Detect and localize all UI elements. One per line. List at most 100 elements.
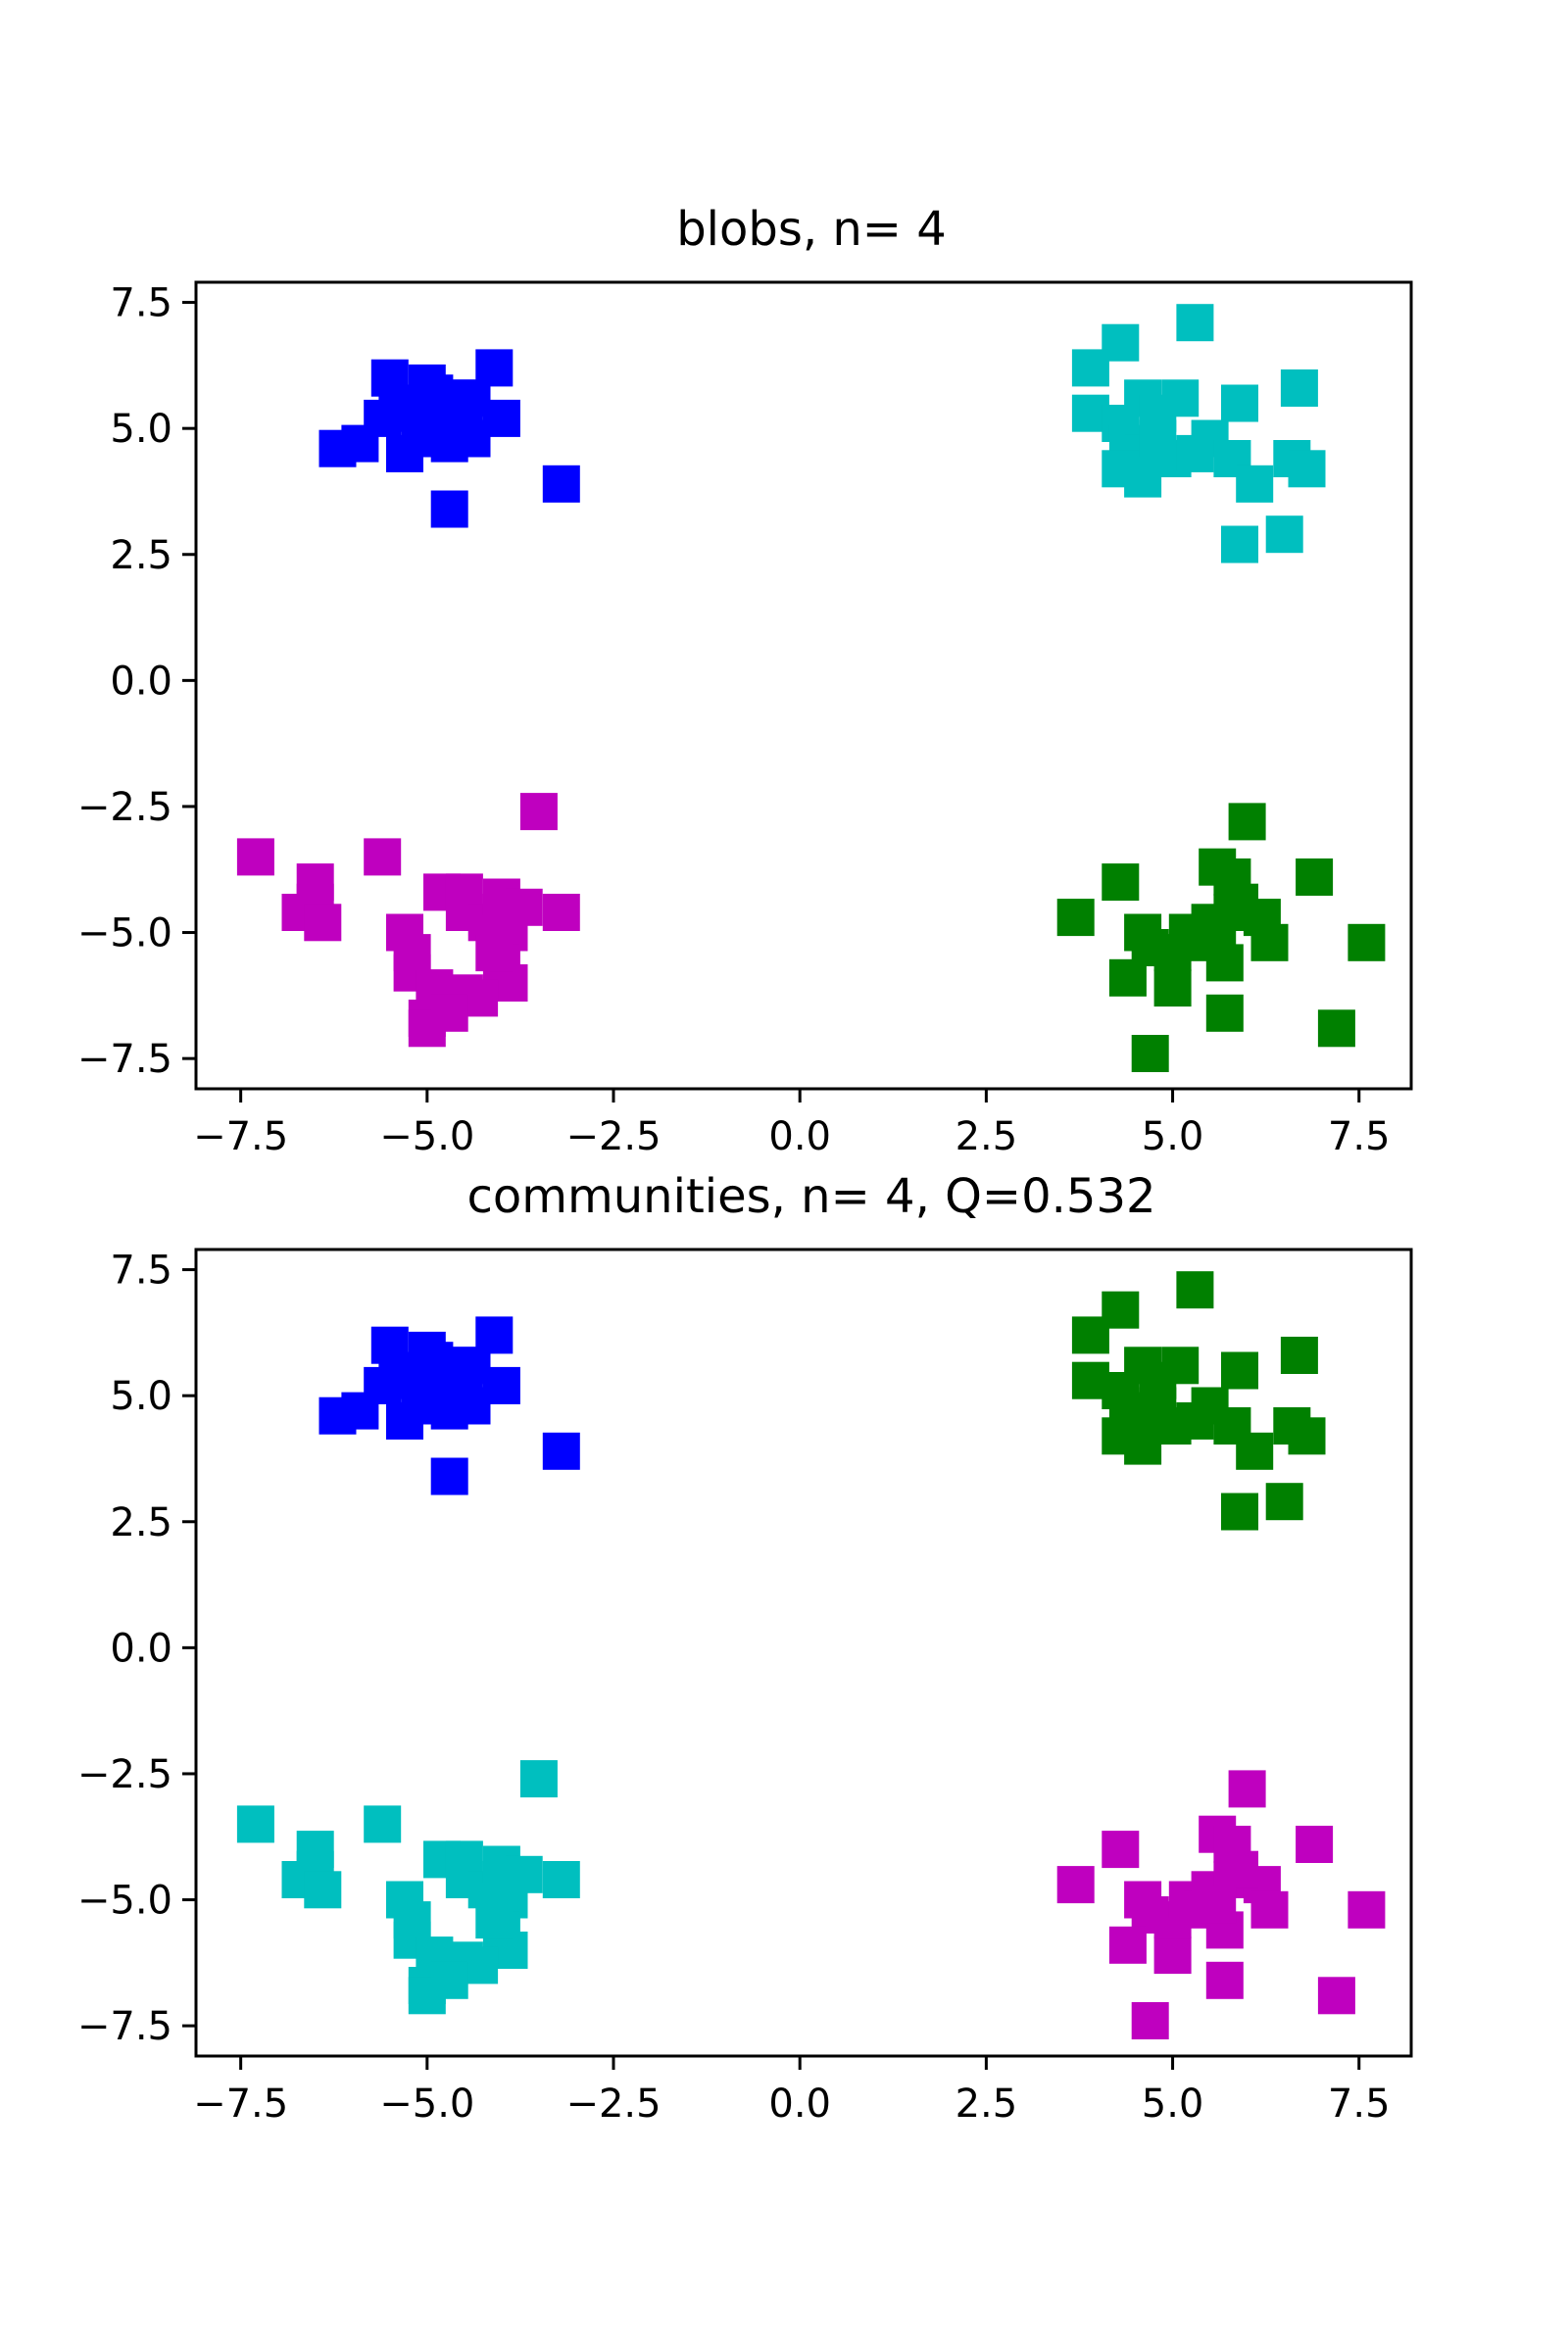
subplot-communities: communities, n= 4, Q=0.532 −7.5 −5.0 −2.5 0… [77, 1169, 1413, 2127]
communities-xtick-label-5: 5.0 [1142, 2082, 1204, 2127]
blobs-point-s3-0 [1056, 899, 1095, 937]
communities-point-s3-16 [1250, 1890, 1289, 1929]
communities-point-s3-18 [1205, 1961, 1244, 1999]
communities-ytick-label-4: 2.5 [110, 1500, 172, 1545]
communities-ytick-label-6: 7.5 [110, 1249, 172, 1294]
blobs-xtick-label-6: 7.5 [1328, 1114, 1391, 1159]
communities-point-s2-15 [542, 1861, 580, 1898]
communities-point-s3-22 [1221, 1850, 1258, 1888]
communities-point-s1-18 [1236, 1432, 1274, 1470]
blobs-point-s0-9 [475, 349, 514, 387]
communities-point-s3-4 [1108, 1926, 1147, 1964]
blobs-point-s2-26 [475, 934, 514, 972]
subplot-blobs-title: blobs, n= 4 [676, 202, 947, 257]
blobs-ytick-label-5: 5.0 [110, 407, 172, 452]
communities-ytick-label-1: −5.0 [77, 1879, 172, 1924]
subplot-blobs-points [236, 304, 1386, 1072]
blobs-point-s3-5 [1131, 1035, 1169, 1072]
blobs-point-s2-4 [304, 904, 342, 942]
communities-point-s0-21 [438, 1366, 476, 1404]
communities-point-s0-20 [364, 1366, 402, 1404]
subplot-communities-points [236, 1271, 1386, 2039]
blobs-point-s3-1 [1102, 863, 1140, 902]
blobs-point-s2-16 [519, 793, 558, 831]
communities-point-s1-20 [1288, 1417, 1326, 1455]
communities-point-s2-25 [430, 1961, 468, 1999]
blobs-xtick-label-2: −2.5 [565, 1114, 661, 1159]
communities-xtick-label-6: 7.5 [1328, 2082, 1391, 2127]
communities-point-s1-21 [1221, 1493, 1258, 1531]
blobs-xtick-label-5: 5.0 [1142, 1114, 1204, 1159]
blobs-point-s2-15 [542, 894, 580, 931]
communities-point-s3-5 [1131, 2002, 1169, 2039]
communities-point-s2-16 [519, 1760, 558, 1798]
blobs-ytick-label-3: 0.0 [110, 659, 172, 704]
blobs-point-s0-20 [364, 399, 402, 437]
blobs-point-s3-19 [1296, 858, 1334, 896]
communities-xtick-label-0: −7.5 [193, 2082, 288, 2127]
communities-ytick-label-0: −7.5 [77, 2004, 172, 2049]
subplot-blobs-x-axis: −7.5 −5.0 −2.5 0.0 2.5 5.0 7.5 [193, 1089, 1391, 1159]
communities-point-s3-1 [1102, 1831, 1140, 1869]
communities-point-s1-2 [1071, 1316, 1109, 1354]
blobs-point-s2-5 [364, 838, 402, 876]
subplot-blobs: blobs, n= 4 −7.5 −5.0 −2.5 0.0 2.5 5.0 7.5 −7.… [77, 202, 1413, 1159]
blobs-ytick-label-0: −7.5 [77, 1037, 172, 1082]
subplot-blobs-y-axis: −7.5 −5.0 −2.5 0.0 2.5 5.0 7.5 [77, 281, 196, 1082]
communities-xtick-label-1: −5.0 [379, 2082, 474, 2127]
blobs-point-s3-20 [1348, 923, 1386, 961]
communities-xtick-label-2: −2.5 [565, 2082, 661, 2127]
communities-point-s1-0 [1176, 1271, 1214, 1309]
communities-point-s0-14 [386, 1401, 423, 1440]
communities-ytick-label-5: 5.0 [110, 1374, 172, 1419]
communities-point-s2-5 [364, 1805, 402, 1843]
blobs-point-s1-20 [1288, 450, 1326, 488]
blobs-xtick-label-4: 2.5 [956, 1114, 1018, 1159]
blobs-point-s1-18 [1236, 465, 1274, 503]
subplot-communities-x-axis: −7.5 −5.0 −2.5 0.0 2.5 5.0 7.5 [193, 2056, 1391, 2127]
blobs-ytick-label-2: −2.5 [77, 785, 172, 830]
communities-point-s3-6 [1153, 1936, 1192, 1975]
communities-point-s3-19 [1296, 1826, 1334, 1863]
communities-point-s2-4 [304, 1871, 342, 1909]
subplot-blobs-frame [194, 280, 1413, 1091]
blobs-point-s1-22 [1265, 515, 1303, 554]
blobs-point-s3-13 [1228, 803, 1266, 841]
communities-ytick-label-2: −2.5 [77, 1752, 172, 1797]
blobs-point-s1-0 [1176, 304, 1214, 342]
communities-point-s3-21 [1317, 1977, 1355, 2015]
communities-xtick-label-3: 0.0 [768, 2082, 831, 2127]
blobs-point-s2-25 [430, 994, 468, 1032]
blobs-point-s0-19 [542, 465, 580, 503]
communities-point-s2-26 [475, 1901, 514, 1939]
blobs-ytick-label-1: −5.0 [77, 911, 172, 956]
subplot-communities-frame [194, 1248, 1413, 2058]
communities-ytick-label-3: 0.0 [110, 1626, 172, 1671]
blobs-point-s3-4 [1108, 958, 1147, 997]
communities-point-s3-20 [1348, 1890, 1386, 1929]
blobs-ytick-label-4: 2.5 [110, 533, 172, 578]
communities-xtick-label-4: 2.5 [956, 2082, 1018, 2127]
blobs-point-s1-8 [1221, 384, 1258, 422]
blobs-xtick-label-0: −7.5 [193, 1114, 288, 1159]
subplot-communities-title: communities, n= 4, Q=0.532 [466, 1169, 1155, 1224]
blobs-ytick-label-6: 7.5 [110, 281, 172, 326]
communities-point-s0-19 [542, 1432, 580, 1470]
blobs-point-s3-16 [1250, 923, 1289, 961]
blobs-point-s1-21 [1221, 525, 1258, 564]
communities-point-s1-9 [1280, 1337, 1318, 1374]
communities-point-s3-0 [1056, 1866, 1095, 1904]
blobs-point-s3-21 [1317, 1009, 1355, 1048]
blobs-point-s0-18 [430, 490, 468, 528]
communities-point-s2-0 [236, 1805, 274, 1843]
communities-point-s1-22 [1265, 1483, 1303, 1521]
blobs-point-s3-22 [1221, 883, 1258, 921]
communities-point-s0-9 [475, 1316, 514, 1354]
blobs-point-s1-9 [1280, 369, 1318, 407]
blobs-point-s2-0 [236, 838, 274, 876]
blobs-point-s3-6 [1153, 969, 1192, 1007]
communities-point-s3-13 [1228, 1770, 1266, 1808]
blobs-point-s3-18 [1205, 994, 1244, 1032]
subplot-communities-y-axis: −7.5 −5.0 −2.5 0.0 2.5 5.0 7.5 [77, 1249, 196, 2049]
